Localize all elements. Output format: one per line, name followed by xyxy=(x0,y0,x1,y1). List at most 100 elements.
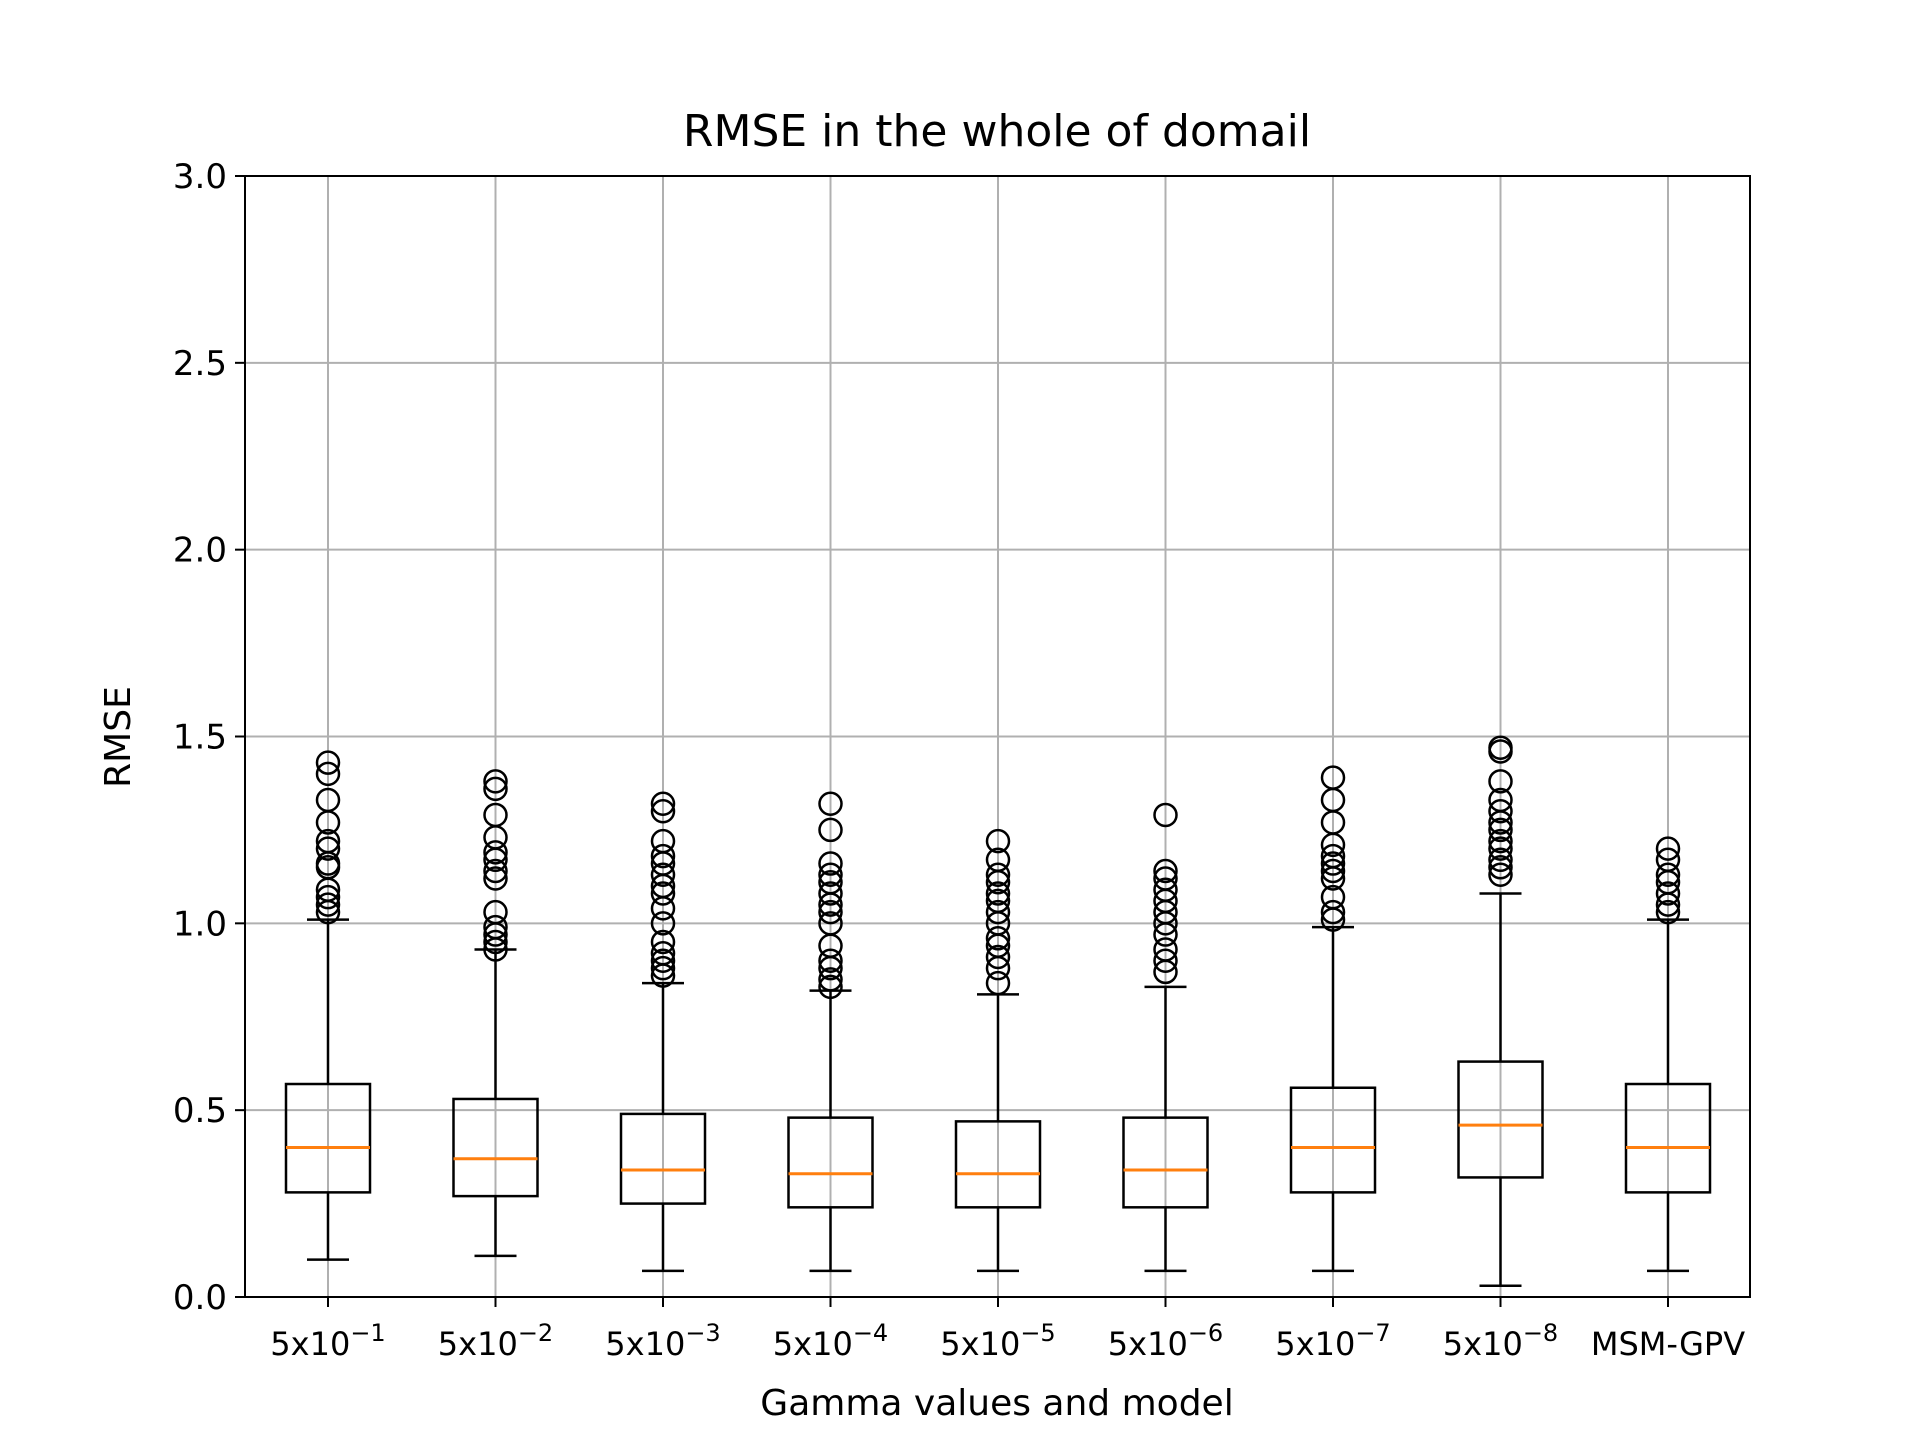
outlier-point xyxy=(818,881,843,906)
x-tick-label-base: 5x10 xyxy=(270,1325,350,1363)
box-group xyxy=(284,750,372,1261)
box-group xyxy=(1122,802,1209,1273)
outlier-point xyxy=(1320,851,1346,876)
iqr-box xyxy=(954,1120,1042,1209)
outlier-point xyxy=(650,862,676,888)
outlier-point xyxy=(650,940,676,966)
y-axis-label: RMSE xyxy=(98,686,139,788)
box-group xyxy=(1457,735,1544,1288)
x-tick-label: 5x10−4 xyxy=(773,1319,888,1363)
outlier-point xyxy=(650,881,676,906)
outlier-point xyxy=(483,929,508,955)
outlier-point xyxy=(985,944,1011,970)
box-group xyxy=(1289,765,1377,1273)
x-tick-label: 5x10−2 xyxy=(438,1319,553,1363)
x-tick-label-exponent: −7 xyxy=(1355,1319,1390,1347)
outlier-point xyxy=(985,862,1011,888)
outlier-point xyxy=(1320,843,1346,869)
y-tick-label: 1.0 xyxy=(173,904,227,944)
outlier-point xyxy=(818,974,843,1000)
x-tick-label: 5x10−5 xyxy=(940,1319,1055,1363)
outlier-point xyxy=(1488,769,1513,794)
y-tick-label: 2.0 xyxy=(173,531,227,571)
outlier-point xyxy=(483,858,508,884)
y-tick-label: 3.0 xyxy=(173,157,227,197)
outlier-point xyxy=(650,929,676,955)
outlier-point xyxy=(483,840,508,865)
outlier-point xyxy=(1488,836,1513,861)
outlier-point xyxy=(1153,866,1178,891)
outlier-point xyxy=(985,881,1011,906)
outlier-point xyxy=(315,884,341,910)
outlier-point xyxy=(315,892,341,917)
outlier-point xyxy=(818,911,843,936)
iqr-box xyxy=(452,1097,539,1198)
outlier-point xyxy=(1655,899,1681,925)
outlier-point xyxy=(1655,847,1681,873)
x-tick-label-base: MSM-GPV xyxy=(1591,1325,1745,1363)
outlier-point xyxy=(985,926,1011,951)
x-tick-label-base: 5x10 xyxy=(605,1325,685,1363)
x-tick-label: 5x10−1 xyxy=(270,1319,385,1363)
x-tick-label-exponent: −3 xyxy=(685,1319,720,1347)
outlier-point xyxy=(315,836,341,861)
outlier-point xyxy=(1655,836,1681,861)
iqr-box xyxy=(787,1116,874,1209)
outlier-point xyxy=(818,862,843,888)
outlier-point xyxy=(483,914,508,940)
x-tick-label: 5x10−8 xyxy=(1443,1319,1558,1363)
y-tick-label: 1.5 xyxy=(173,718,227,758)
outlier-point xyxy=(650,911,676,936)
outlier-point xyxy=(650,791,676,817)
outlier-point xyxy=(818,869,843,895)
outlier-point xyxy=(818,948,843,973)
outlier-point xyxy=(483,776,508,802)
outlier-point xyxy=(1488,735,1513,760)
outlier-point xyxy=(1153,858,1178,884)
outlier-point xyxy=(1320,884,1346,910)
outlier-point xyxy=(818,791,843,817)
outlier-point xyxy=(650,843,676,869)
outlier-point xyxy=(483,866,508,891)
x-tick-label-exponent: −5 xyxy=(1020,1319,1055,1347)
outlier-point xyxy=(650,948,676,973)
x-tick-label: 5x10−6 xyxy=(1108,1319,1223,1363)
x-tick-label-base: 5x10 xyxy=(438,1325,518,1363)
x-tick-label-exponent: −1 xyxy=(350,1319,385,1347)
outlier-point xyxy=(1488,787,1513,813)
x-tick-label: 5x10−7 xyxy=(1275,1319,1390,1363)
box-group xyxy=(1624,836,1712,1273)
outlier-point xyxy=(650,828,676,854)
outlier-point xyxy=(315,750,341,775)
box-group xyxy=(954,828,1042,1273)
chart-title: RMSE in the whole of domail xyxy=(683,106,1311,157)
outlier-point xyxy=(483,802,508,828)
outlier-point xyxy=(1153,802,1178,828)
outlier-point xyxy=(1655,881,1681,906)
iqr-box xyxy=(619,1112,707,1205)
outlier-point xyxy=(1153,877,1178,902)
boxes xyxy=(284,735,1712,1288)
outlier-point xyxy=(650,798,676,824)
outlier-point xyxy=(315,787,341,813)
y-tick-label: 0.5 xyxy=(173,1091,227,1131)
box-group xyxy=(619,791,707,1273)
iqr-box xyxy=(1122,1116,1209,1209)
outlier-point xyxy=(315,828,341,854)
x-tick-label-base: 5x10 xyxy=(1443,1325,1523,1363)
x-tick-label-base: 5x10 xyxy=(1108,1325,1188,1363)
iqr-box xyxy=(284,1082,372,1194)
x-tick-label: 5x10−3 xyxy=(605,1319,720,1363)
outlier-point xyxy=(985,888,1011,914)
x-tick-label-exponent: −6 xyxy=(1188,1319,1223,1347)
outlier-point xyxy=(1488,862,1513,888)
x-tick-label-exponent: −4 xyxy=(853,1319,888,1347)
outlier-point xyxy=(1320,858,1346,884)
x-tick-label-base: 5x10 xyxy=(773,1325,853,1363)
y-tick-label: 0.0 xyxy=(173,1278,227,1318)
iqr-box xyxy=(1289,1086,1377,1194)
outlier-point xyxy=(985,828,1011,854)
x-tick-label-exponent: −2 xyxy=(518,1319,553,1347)
